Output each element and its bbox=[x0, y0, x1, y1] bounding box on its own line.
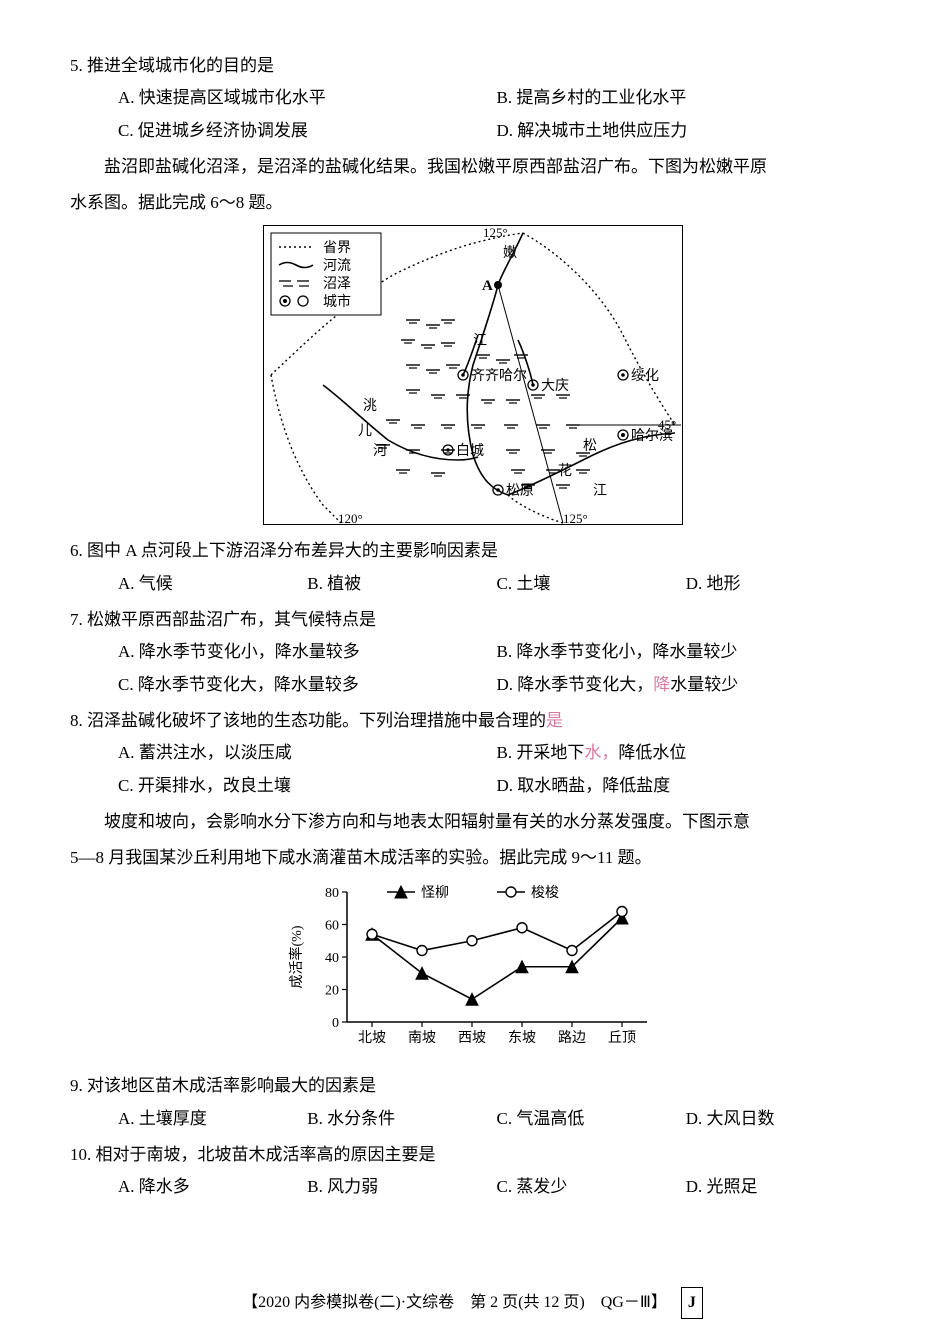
q6-D[interactable]: D. 地形 bbox=[686, 568, 875, 600]
q10-B[interactable]: B. 风力弱 bbox=[307, 1171, 496, 1203]
q10-C[interactable]: C. 蒸发少 bbox=[497, 1171, 686, 1203]
q9-C[interactable]: C. 气温高低 bbox=[497, 1103, 686, 1135]
svg-text:梭梭: 梭梭 bbox=[531, 884, 559, 901]
q10-D[interactable]: D. 光照足 bbox=[686, 1171, 875, 1203]
svg-text:45°: 45° bbox=[658, 417, 676, 432]
passage-6-8-a: 盐沼即盐碱化沼泽，是沼泽的盐碱化结果。我国松嫩平原西部盐沼广布。下图为松嫩平原 bbox=[70, 151, 875, 183]
map-figure: 齐齐哈尔大庆绥化哈尔滨白城松原A嫩江洮儿河松花江120°125°125°45°省… bbox=[263, 225, 683, 525]
q6-B[interactable]: B. 植被 bbox=[307, 568, 496, 600]
svg-text:河: 河 bbox=[373, 443, 387, 459]
svg-text:0: 0 bbox=[332, 1016, 339, 1031]
svg-text:松原: 松原 bbox=[506, 483, 534, 499]
q5-D[interactable]: D. 解决城市土地供应压力 bbox=[497, 115, 876, 147]
svg-text:80: 80 bbox=[325, 886, 339, 901]
q7-D[interactable]: D. 降水季节变化大，降水量较少 bbox=[497, 669, 876, 701]
svg-text:成活率(%): 成活率(%) bbox=[288, 926, 305, 989]
svg-text:齐齐哈尔: 齐齐哈尔 bbox=[471, 368, 527, 384]
q10-stem: 10. 相对于南坡，北坡苗木成活率高的原因主要是 bbox=[70, 1139, 875, 1171]
q9-B[interactable]: B. 水分条件 bbox=[307, 1103, 496, 1135]
q7-A[interactable]: A. 降水季节变化小，降水量较多 bbox=[118, 636, 497, 668]
svg-text:江: 江 bbox=[473, 333, 487, 349]
svg-text:怪柳: 怪柳 bbox=[421, 884, 449, 901]
svg-text:沼泽: 沼泽 bbox=[323, 276, 351, 292]
svg-text:儿: 儿 bbox=[358, 423, 372, 439]
q5-stem: 5. 推进全域城市化的目的是 bbox=[70, 50, 875, 82]
svg-text:北坡: 北坡 bbox=[358, 1030, 386, 1046]
svg-text:路边: 路边 bbox=[558, 1030, 586, 1046]
q10-A[interactable]: A. 降水多 bbox=[118, 1171, 307, 1203]
svg-text:125°: 125° bbox=[563, 511, 588, 525]
svg-text:花: 花 bbox=[558, 463, 572, 479]
q8-stem: 8. 沼泽盐碱化破坏了该地的生态功能。下列治理措施中最合理的是 bbox=[70, 705, 875, 737]
svg-text:125°: 125° bbox=[483, 225, 508, 240]
footer-box: J bbox=[681, 1287, 703, 1319]
q5-C[interactable]: C. 促进城乡经济协调发展 bbox=[118, 115, 497, 147]
q5-B[interactable]: B. 提高乡村的工业化水平 bbox=[497, 82, 876, 114]
passage-6-8-b: 水系图。据此完成 6～8 题。 bbox=[70, 187, 875, 219]
q6-stem: 6. 图中 A 点河段上下游沼泽分布差异大的主要影响因素是 bbox=[70, 535, 875, 567]
svg-text:洮: 洮 bbox=[363, 398, 377, 414]
q6-A[interactable]: A. 气候 bbox=[118, 568, 307, 600]
passage-9-11-a: 坡度和坡向，会影响水分下渗方向和与地表太阳辐射量有关的水分蒸发强度。下图示意 bbox=[70, 806, 875, 838]
q9-A[interactable]: A. 土壤厚度 bbox=[118, 1103, 307, 1135]
svg-text:嫩: 嫩 bbox=[503, 245, 517, 261]
svg-text:A: A bbox=[482, 278, 493, 294]
q8-C[interactable]: C. 开渠排水，改良土壤 bbox=[118, 770, 497, 802]
svg-text:城市: 城市 bbox=[323, 293, 351, 310]
svg-text:60: 60 bbox=[325, 919, 339, 934]
svg-text:南坡: 南坡 bbox=[408, 1030, 436, 1046]
q5-A[interactable]: A. 快速提高区域城市化水平 bbox=[118, 82, 497, 114]
svg-text:120°: 120° bbox=[338, 511, 363, 525]
svg-text:西坡: 西坡 bbox=[458, 1030, 486, 1046]
svg-text:东坡: 东坡 bbox=[508, 1030, 536, 1046]
svg-text:丘顶: 丘顶 bbox=[608, 1030, 636, 1046]
q9-stem: 9. 对该地区苗木成活率影响最大的因素是 bbox=[70, 1070, 875, 1102]
q9-D[interactable]: D. 大风日数 bbox=[686, 1103, 875, 1135]
svg-text:40: 40 bbox=[325, 951, 339, 966]
q7-B[interactable]: B. 降水季节变化小，降水量较少 bbox=[497, 636, 876, 668]
svg-text:江: 江 bbox=[593, 483, 607, 499]
q6-C[interactable]: C. 土壤 bbox=[497, 568, 686, 600]
svg-text:松: 松 bbox=[583, 438, 597, 454]
q8-A[interactable]: A. 蓄洪注水，以淡压咸 bbox=[118, 737, 497, 769]
page-footer: 【2020 内参模拟卷(二)·文综卷 第 2 页(共 12 页) QG－Ⅲ】 J bbox=[0, 1287, 945, 1319]
svg-text:大庆: 大庆 bbox=[541, 378, 569, 394]
svg-text:河流: 河流 bbox=[323, 258, 351, 274]
q8-D[interactable]: D. 取水晒盐，降低盐度 bbox=[497, 770, 876, 802]
svg-text:白城: 白城 bbox=[456, 443, 484, 459]
footer-text: 【2020 内参模拟卷(二)·文综卷 第 2 页(共 12 页) QG－Ⅲ】 bbox=[242, 1294, 667, 1311]
svg-text:20: 20 bbox=[325, 984, 339, 999]
passage-9-11-b: 5—8 月我国某沙丘利用地下咸水滴灌苗木成活率的实验。据此完成 9～11 题。 bbox=[70, 842, 875, 874]
q7-stem: 7. 松嫩平原西部盐沼广布，其气候特点是 bbox=[70, 604, 875, 636]
q7-C[interactable]: C. 降水季节变化大，降水量较多 bbox=[118, 669, 497, 701]
svg-text:省界: 省界 bbox=[323, 240, 351, 256]
q8-B[interactable]: B. 开采地下水，降低水位 bbox=[497, 737, 876, 769]
svg-text:绥化: 绥化 bbox=[631, 368, 659, 384]
survival-chart: 0 20 40 60 80 成活率(%) 北坡 南坡 西坡 东坡 路边 丘顶 怪柳 梭梭 bbox=[283, 880, 663, 1060]
